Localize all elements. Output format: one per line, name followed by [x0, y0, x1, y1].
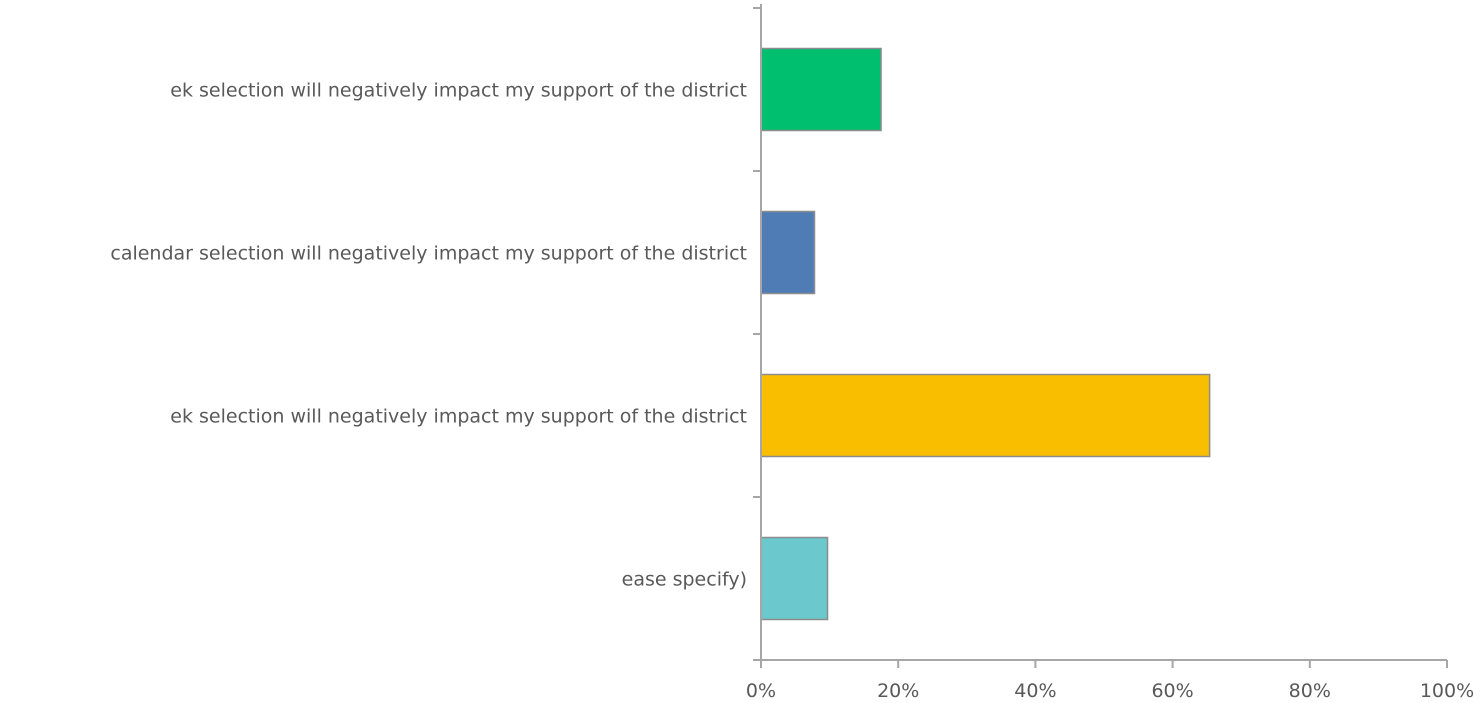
bar-1 [760, 47, 882, 132]
axis-layer [753, 4, 1448, 668]
x-tick-label-0: 0% [746, 680, 776, 702]
category-label-1: ek selection will negatively impact my s… [170, 80, 747, 102]
x-tick-label-5: 100% [1420, 680, 1474, 702]
bar-3 [760, 373, 1211, 458]
bar-2 [760, 210, 816, 295]
category-label-2: calendar selection will negatively impac… [110, 243, 747, 265]
x-tick-label-3: 60% [1151, 680, 1193, 702]
labels-layer: ek selection will negatively impact my s… [110, 80, 1474, 703]
x-tick-label-1: 20% [877, 680, 919, 702]
category-label-4: ease specify) [622, 569, 747, 591]
bar-4 [760, 536, 829, 621]
x-tick-label-4: 80% [1289, 680, 1331, 702]
bars-layer [760, 47, 1211, 621]
category-label-3: ek selection will negatively impact my s… [170, 406, 747, 428]
x-tick-label-2: 40% [1014, 680, 1056, 702]
